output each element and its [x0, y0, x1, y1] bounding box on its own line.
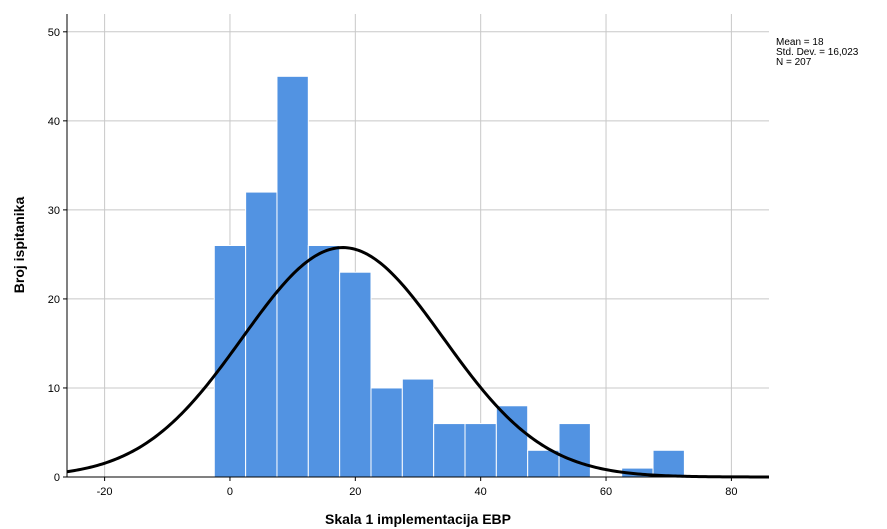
y-tick-label: 50 — [48, 27, 60, 39]
y-tick-label: 0 — [54, 472, 60, 484]
x-tick-label: 20 — [349, 486, 361, 498]
x-axis-title: Skala 1 implementacija EBP — [325, 511, 511, 527]
normal-curve — [66, 246, 769, 479]
x-tick-label: 0 — [227, 486, 233, 498]
histogram-bar — [433, 423, 466, 478]
histogram-bar — [276, 75, 309, 478]
stat-std-dev: Std. Dev. = 16,023 — [776, 47, 859, 58]
x-tick-label: 80 — [725, 486, 737, 498]
histogram-bar — [370, 387, 403, 478]
histogram-bars — [213, 75, 685, 478]
axes — [63, 14, 769, 481]
y-tick-label: 40 — [48, 116, 60, 128]
stat-n: N = 207 — [776, 57, 812, 68]
y-axis-title: Broj ispitanika — [11, 197, 27, 294]
histogram-bar — [464, 423, 497, 478]
histogram-bar — [558, 423, 591, 478]
histogram-bar — [339, 271, 372, 478]
x-tick-label: -20 — [97, 486, 113, 498]
histogram-bar — [652, 449, 685, 478]
x-tick-label: 60 — [600, 486, 612, 498]
histogram-bar — [401, 378, 435, 478]
y-tick-label: 10 — [48, 383, 60, 395]
stat-mean: Mean = 18 — [776, 37, 824, 48]
histogram-bar — [527, 449, 560, 478]
histogram-bar — [307, 245, 341, 478]
histogram-bar — [245, 191, 278, 478]
y-tick-labels: 0 10 20 30 40 50 — [48, 27, 60, 484]
x-tick-labels: -20 0 20 40 60 80 — [97, 486, 738, 498]
y-tick-label: 30 — [48, 205, 60, 217]
histogram-bar — [213, 245, 247, 478]
histogram-bar — [495, 405, 529, 478]
x-tick-label: 40 — [475, 486, 487, 498]
y-tick-label: 20 — [48, 294, 60, 306]
